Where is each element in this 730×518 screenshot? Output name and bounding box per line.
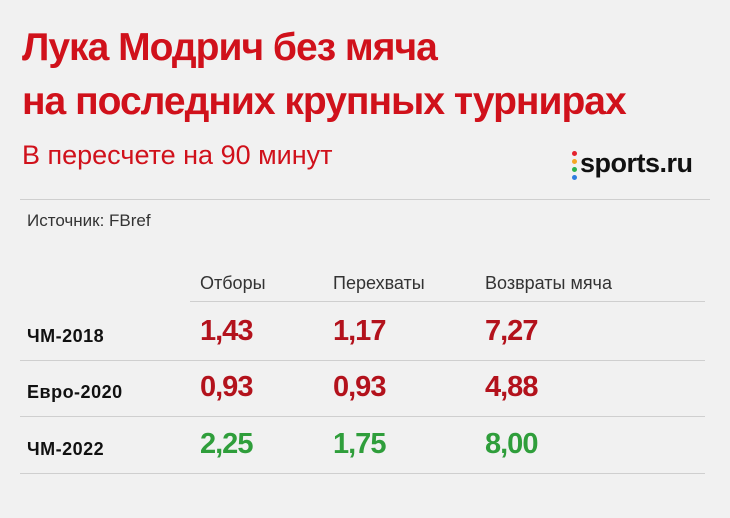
cell-value: 2,25 — [200, 428, 253, 460]
row-label: Евро-2020 — [27, 382, 123, 402]
cell-value: 4,88 — [485, 371, 538, 403]
cell-value: 0,93 — [200, 371, 253, 403]
cell-value: 1,75 — [333, 428, 386, 460]
title-line: на последних крупных турнирах — [22, 80, 627, 123]
row-label: ЧМ-2022 — [27, 439, 105, 459]
column-header: Отборы — [200, 273, 266, 293]
row-divider — [20, 473, 705, 474]
row-divider — [190, 301, 705, 302]
logo: sports.ru — [580, 148, 693, 178]
column-header: Перехваты — [333, 273, 425, 293]
subtitle: В пересчете на 90 минут — [22, 140, 333, 170]
cell-value: 1,43 — [200, 315, 253, 347]
cell-value: 0,93 — [333, 371, 386, 403]
title-line: Лука Модрич без мяча — [22, 26, 438, 69]
row-divider — [20, 416, 705, 417]
row-divider — [20, 360, 705, 361]
cell-value: 7,27 — [485, 315, 538, 347]
column-header: Возвраты мяча — [485, 273, 612, 293]
row-label: ЧМ-2018 — [27, 326, 105, 346]
logo-dots — [572, 151, 577, 183]
divider — [20, 199, 710, 200]
source: Источник: FBref — [27, 211, 151, 230]
cell-value: 1,17 — [333, 315, 386, 347]
cell-value: 8,00 — [485, 428, 538, 460]
